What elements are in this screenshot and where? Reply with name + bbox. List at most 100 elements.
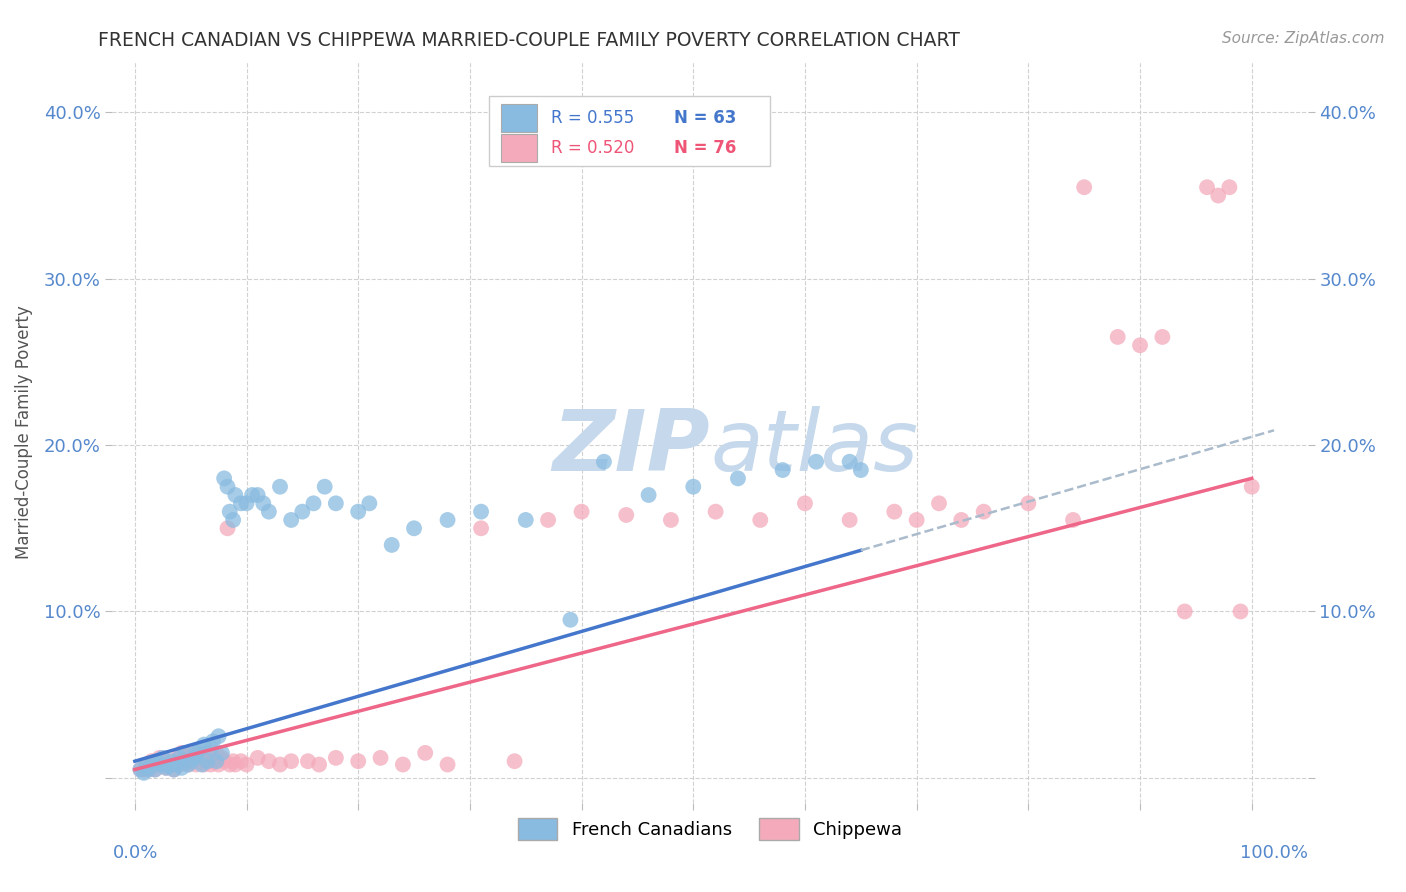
Point xyxy=(211,746,233,760)
Point xyxy=(1229,605,1251,619)
Point xyxy=(157,754,180,768)
Point xyxy=(146,754,169,768)
Point xyxy=(132,765,155,780)
Point xyxy=(155,761,177,775)
Point xyxy=(218,505,240,519)
Point xyxy=(207,757,229,772)
Point xyxy=(152,751,174,765)
Point xyxy=(392,757,415,772)
FancyBboxPatch shape xyxy=(501,134,537,161)
Point xyxy=(155,761,177,775)
Point xyxy=(183,751,205,765)
Point xyxy=(1073,180,1095,194)
Point xyxy=(177,757,200,772)
Point xyxy=(191,757,214,772)
FancyBboxPatch shape xyxy=(501,103,537,132)
Point xyxy=(614,508,637,522)
Point xyxy=(186,757,208,772)
Point xyxy=(163,763,186,777)
Point xyxy=(308,757,330,772)
Point xyxy=(177,757,200,772)
Point xyxy=(148,751,170,765)
Point xyxy=(973,505,995,519)
Point xyxy=(794,496,817,510)
Point xyxy=(883,505,905,519)
Point xyxy=(135,757,157,772)
Point xyxy=(1017,496,1039,510)
Point xyxy=(160,757,183,772)
Point xyxy=(325,496,347,510)
Point xyxy=(166,751,188,765)
Point xyxy=(132,763,155,777)
Point xyxy=(537,513,560,527)
Point xyxy=(197,754,219,768)
Point xyxy=(166,757,188,772)
Point xyxy=(1174,605,1197,619)
Point xyxy=(637,488,659,502)
Point xyxy=(1218,180,1240,194)
Point xyxy=(186,746,208,760)
FancyBboxPatch shape xyxy=(489,95,770,166)
Point xyxy=(229,754,252,768)
Point xyxy=(1129,338,1152,352)
Point xyxy=(593,455,616,469)
Point xyxy=(205,746,228,760)
Point xyxy=(197,746,219,760)
Text: 0.0%: 0.0% xyxy=(112,844,157,862)
Point xyxy=(838,455,860,469)
Point xyxy=(222,513,245,527)
Point xyxy=(136,763,159,777)
Point xyxy=(571,505,593,519)
Point xyxy=(152,757,174,772)
Point xyxy=(1107,330,1129,344)
Point xyxy=(141,754,163,768)
Point xyxy=(180,746,202,760)
Point xyxy=(169,757,191,772)
Point xyxy=(1197,180,1219,194)
Point xyxy=(659,513,682,527)
Point xyxy=(849,463,872,477)
Point xyxy=(246,488,269,502)
Point xyxy=(212,471,235,485)
Point xyxy=(1152,330,1174,344)
Point xyxy=(1240,480,1263,494)
Point xyxy=(163,763,186,777)
Y-axis label: Married-Couple Family Poverty: Married-Couple Family Poverty xyxy=(14,306,32,559)
Point xyxy=(218,757,240,772)
Point xyxy=(129,763,152,777)
Point xyxy=(174,746,197,760)
Point xyxy=(217,480,239,494)
Point xyxy=(207,729,229,743)
Point xyxy=(269,480,291,494)
Point xyxy=(235,496,257,510)
Point xyxy=(141,757,163,772)
Point xyxy=(188,742,211,756)
Point xyxy=(436,757,458,772)
Legend: French Canadians, Chippewa: French Canadians, Chippewa xyxy=(509,809,911,849)
Point xyxy=(1062,513,1084,527)
Point xyxy=(704,505,727,519)
Point xyxy=(314,480,336,494)
Point xyxy=(222,754,245,768)
Point xyxy=(211,751,233,765)
Point xyxy=(682,480,704,494)
Point xyxy=(302,496,325,510)
Point xyxy=(229,496,252,510)
Point xyxy=(515,513,537,527)
Point xyxy=(235,757,257,772)
Point xyxy=(146,757,169,772)
Point xyxy=(503,754,526,768)
Point xyxy=(950,513,973,527)
Text: R = 0.520: R = 0.520 xyxy=(551,138,634,157)
Point xyxy=(193,738,215,752)
Point xyxy=(240,488,263,502)
Point xyxy=(129,763,152,777)
Point xyxy=(205,754,228,768)
Point xyxy=(772,463,794,477)
Point xyxy=(160,754,183,768)
Point xyxy=(381,538,404,552)
Point xyxy=(212,754,235,768)
Point xyxy=(246,751,269,765)
Point xyxy=(297,754,319,768)
Point xyxy=(193,757,215,772)
